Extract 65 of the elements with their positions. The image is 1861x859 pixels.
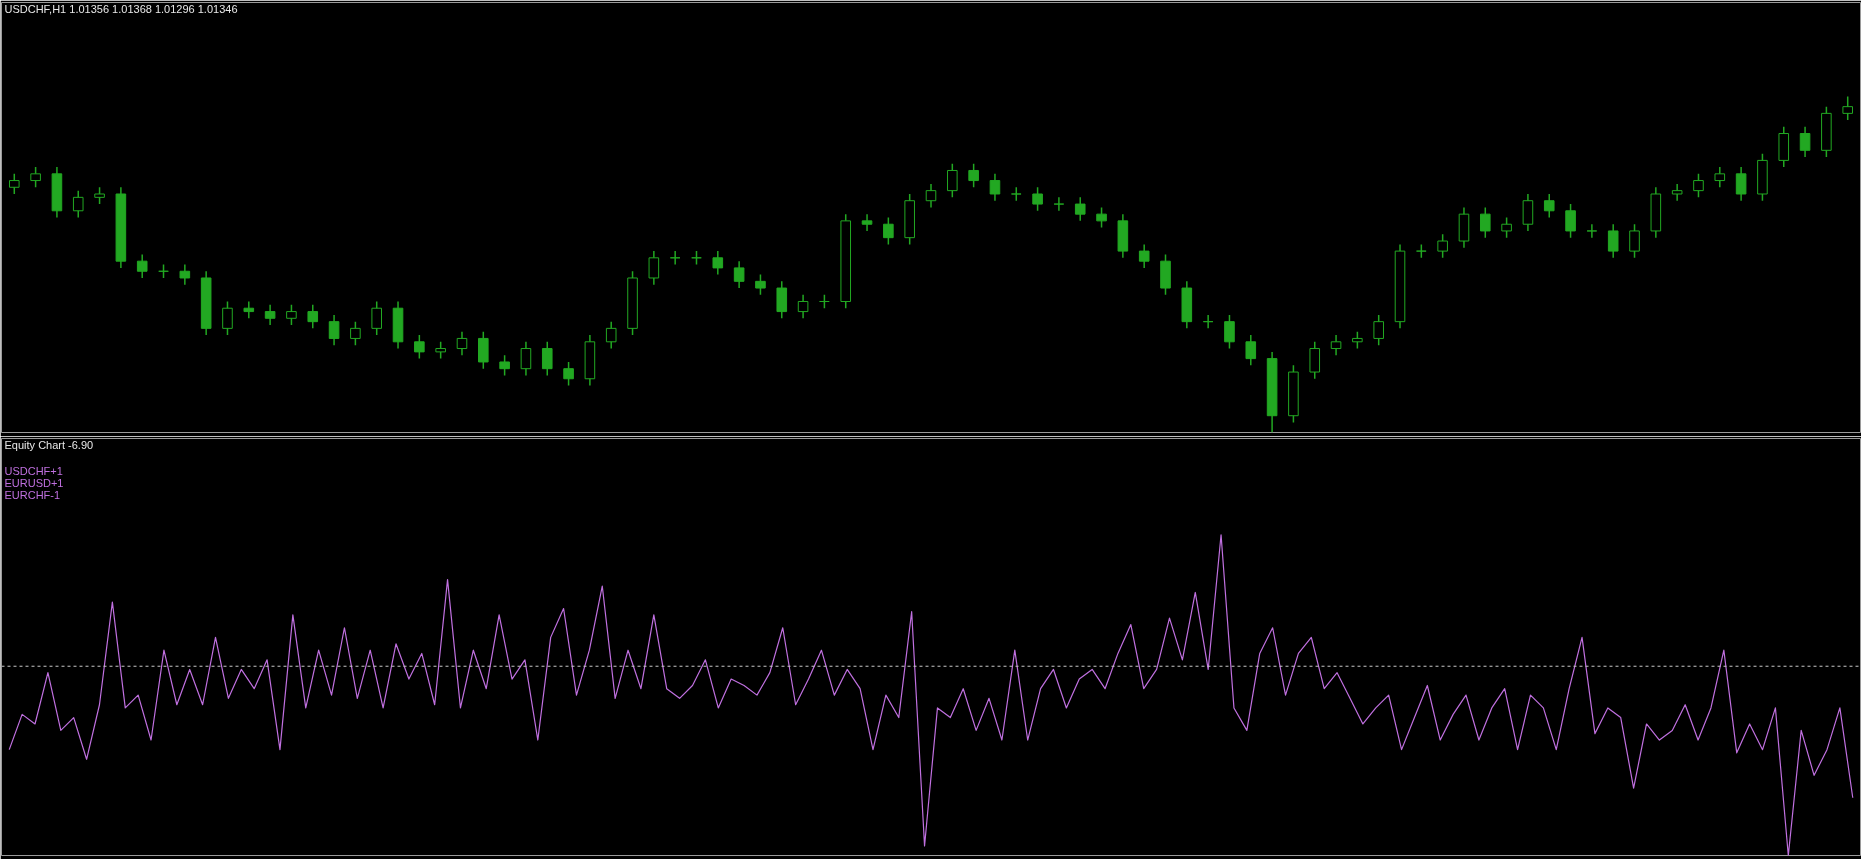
candlestick [478, 330, 489, 370]
candlestick [1074, 196, 1086, 222]
candlestick [1671, 183, 1683, 202]
candlestick [883, 216, 894, 246]
candlestick [30, 166, 41, 189]
candlestick [1373, 314, 1384, 346]
candlestick [1607, 223, 1619, 259]
candlestick [563, 361, 574, 387]
candlestick [1799, 126, 1811, 158]
candlestick [222, 300, 233, 336]
candlestick [1842, 95, 1854, 121]
candlestick [1202, 314, 1214, 330]
candlestick [520, 341, 532, 377]
chart-title: Equity Chart -6.90 [4, 438, 94, 451]
candlestick [1543, 193, 1555, 219]
candlestick [925, 183, 937, 209]
candlestick [1309, 341, 1321, 380]
candlestick [1714, 166, 1726, 189]
candlestick [136, 253, 148, 279]
candlestick [1437, 233, 1448, 259]
candlestick [350, 320, 361, 346]
candlestick [797, 294, 809, 320]
candlestick [499, 354, 510, 377]
candlestick [1522, 193, 1534, 232]
candlestick [1330, 334, 1342, 356]
candlestick [1735, 166, 1747, 202]
candlestick [712, 250, 724, 276]
candlestick [307, 304, 319, 330]
candlestick [733, 260, 745, 289]
candlestick [1586, 223, 1598, 239]
candlestick [264, 304, 276, 326]
candlestick [755, 273, 766, 296]
candlestick [414, 334, 425, 360]
candlestick [1501, 216, 1512, 239]
candlestick [1053, 196, 1065, 212]
candlestick [1629, 223, 1640, 259]
text: EURUSD+1 [4, 476, 64, 489]
candlestick [989, 173, 1001, 202]
candlestick [328, 314, 340, 346]
candlestick [648, 250, 660, 286]
candlestick [1224, 314, 1235, 350]
candlestick [541, 341, 553, 377]
candlestick [1032, 186, 1043, 212]
candlestick [605, 320, 617, 350]
candlestick [1138, 243, 1150, 269]
candlestick [1693, 173, 1704, 199]
text: USDCHF+1 [4, 464, 63, 477]
candlestick [861, 213, 873, 232]
candlestick [776, 280, 788, 320]
candlestick [286, 304, 297, 326]
chart-title: USDCHF,H1 1.01356 1.01368 1.01296 1.01346 [4, 2, 238, 15]
candlestick [1096, 206, 1107, 229]
candlestick [456, 330, 468, 356]
candlestick [179, 263, 191, 286]
candlestick [968, 163, 979, 189]
candlestick [243, 300, 255, 320]
candlestick [8, 173, 20, 195]
candlestick [1479, 206, 1491, 239]
candlestick [947, 163, 958, 199]
text: EURCHF-1 [4, 488, 61, 501]
candlestick [1245, 334, 1257, 367]
candlestick [72, 189, 84, 219]
candlestick [371, 300, 383, 336]
candlestick [669, 250, 681, 266]
candlestick [1565, 203, 1576, 239]
